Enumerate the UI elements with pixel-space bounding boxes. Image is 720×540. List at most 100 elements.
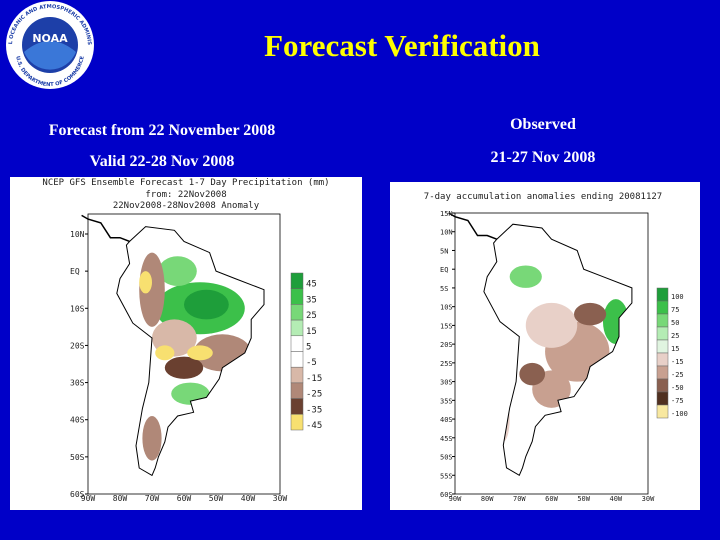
legend-swatch [656,339,669,354]
anomaly-blob [142,416,162,461]
panel-heading: Observed [510,116,576,133]
legend-label: -45 [306,421,322,431]
longitude-label: 70W [145,494,160,503]
latitude-label: EQ [70,267,80,276]
latitude-label: 55S [440,472,453,480]
legend-label: -100 [671,410,688,418]
latitude-label: 25S [440,360,453,368]
coastline [81,214,130,243]
longitude-label: 50W [577,495,590,503]
latitude-label: EQ [440,266,448,274]
latitude-label: 20S [440,341,453,349]
latitude-label: 60S [70,490,85,499]
anomaly-blob [155,345,175,361]
longitude-label: 30W [642,495,655,503]
legend-label: -15 [671,358,684,366]
anomaly-blob [519,362,546,386]
legend-label: -35 [306,405,322,415]
longitude-label: 70W [513,495,526,503]
latitude-label: 15S [440,322,453,330]
latitude-label: 10N [70,230,85,239]
legend-label: 5 [306,343,311,353]
map-title: NCEP GFS Ensemble Forecast 1-7 Day Preci… [42,178,329,188]
coastline [448,212,498,240]
map-frame [454,212,649,495]
legend-swatch [656,287,669,302]
longitude-label: 30W [273,494,288,503]
longitude-label: 40W [610,495,623,503]
map-title: from: 22Nov2008 [145,190,226,200]
latitude-label: 20S [70,341,85,350]
longitude-label: 80W [113,494,128,503]
map-frame [87,213,281,495]
coastline [483,223,633,477]
legend-label: -50 [671,384,684,392]
latitude-label: 5S [440,285,448,293]
logo-wave [24,41,76,70]
legend-label: 25 [671,332,679,340]
latitude-label: 40S [70,416,85,425]
legend-swatch [290,304,304,321]
legend-label: 25 [306,311,317,321]
anomaly-blob [574,302,607,326]
latitude-label: 35S [440,397,453,405]
panel-heading: Forecast from 22 November 2008 [49,122,276,139]
legend-swatch [656,391,669,406]
longitude-label: 50W [209,494,224,503]
legend-label: -25 [306,390,322,400]
legend-label: 15 [306,327,317,337]
legend-swatch [290,272,304,289]
map-title: 7-day accumulation anomalies ending 2008… [424,192,662,202]
legend-swatch [656,365,669,380]
latitude-label: 60S [440,491,453,499]
legend-swatch [656,313,669,328]
map-title: 22Nov2008-28Nov2008 Anomaly [113,201,260,211]
longitude-label: 90W [81,494,96,503]
legend-swatch [290,382,304,399]
legend-swatch [290,414,304,431]
latitude-label: 50S [440,454,453,462]
legend-label: 35 [306,295,317,305]
legend-swatch [656,404,669,419]
legend-swatch [290,319,304,337]
legend-swatch [290,288,304,305]
logo-name: NOAA [32,32,68,45]
longitude-label: 60W [545,495,558,503]
latitude-label: 30S [70,379,85,388]
noaa-logo: NOAA NATIONAL OCEANIC AND ATMOSPHERIC AD… [0,0,94,89]
legend-label: -25 [671,371,684,379]
latitude-label: 50S [70,453,85,462]
longitude-label: 90W [449,495,462,503]
legend-swatch [656,326,669,341]
latitude-label: 10S [70,304,85,313]
anomaly-blob [158,256,197,286]
longitude-label: 60W [177,494,192,503]
legend-label: -75 [671,397,684,405]
panel-subheading: Valid 22-28 Nov 2008 [90,153,235,170]
latitude-label: 45S [440,435,453,443]
legend-swatch [656,300,669,315]
longitude-label: 80W [481,495,494,503]
latitude-label: 10N [440,229,453,237]
legend-label: 75 [671,306,679,314]
legend-label: 50 [671,319,679,327]
latitude-label: 10S [440,304,453,312]
slide-title: Forecast Verification [264,28,540,63]
anomaly-blob [184,289,229,320]
anomaly-blob [509,265,542,288]
coastline [116,226,265,477]
longitude-label: 40W [241,494,256,503]
latitude-label: 15N [440,210,453,218]
legend-swatch [290,398,304,415]
legend-swatch [656,378,669,393]
legend-swatch [290,335,304,352]
legend-label: 45 [306,280,317,290]
legend-swatch [656,352,669,367]
legend-swatch [290,351,304,368]
legend-label: 100 [671,293,684,301]
anomaly-blob [164,356,204,379]
anomaly-blob [139,271,153,294]
latitude-label: 5N [440,247,448,255]
legend-label: -5 [306,358,317,368]
